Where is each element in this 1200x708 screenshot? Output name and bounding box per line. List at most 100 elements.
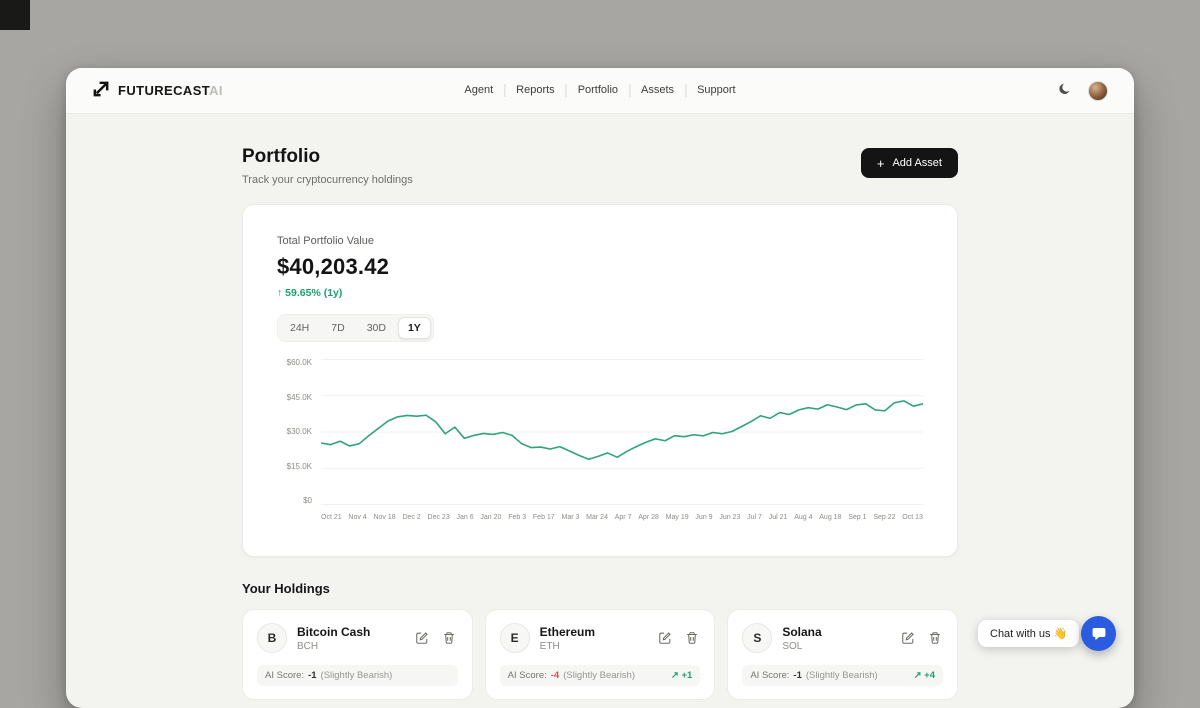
x-tick: Aug 18 bbox=[819, 514, 842, 521]
coin-symbol: ETH bbox=[539, 640, 560, 652]
add-asset-button[interactable]: + Add Asset bbox=[860, 148, 958, 178]
main-nav: Agent Reports Portfolio Assets Support bbox=[453, 84, 746, 97]
x-tick: Aug 4 bbox=[794, 514, 813, 521]
edit-button[interactable] bbox=[414, 630, 431, 647]
y-tick: $45.0K bbox=[286, 392, 312, 402]
chart-y-axis: $60.0K $45.0K $30.0K $15.0K $0 bbox=[277, 359, 321, 505]
chat-with-us-pill[interactable]: Chat with us 👋 bbox=[978, 620, 1080, 647]
ai-score-label: AI Score: bbox=[507, 670, 547, 681]
x-tick: Dec 2 bbox=[402, 514, 421, 521]
portfolio-chart: $60.0K $45.0K $30.0K $15.0K $0 bbox=[277, 359, 923, 505]
coin-icon-eth: E bbox=[499, 623, 530, 653]
edit-button[interactable] bbox=[899, 630, 916, 647]
range-button-30d[interactable]: 30D bbox=[357, 317, 396, 339]
coin-symbol: SOL bbox=[782, 640, 803, 652]
ai-score-row: AI Score: -4 (Slightly Bearish) ↗ +1 bbox=[499, 665, 701, 686]
x-tick: Dec 23 bbox=[427, 514, 450, 521]
delete-button[interactable] bbox=[441, 630, 458, 647]
coin-icon-sol: S bbox=[742, 623, 773, 653]
theme-toggle-button[interactable] bbox=[1056, 82, 1074, 100]
nav-item-reports[interactable]: Reports bbox=[504, 84, 566, 97]
chart-plot-svg bbox=[321, 359, 923, 505]
coin-names: Ethereum ETH bbox=[540, 625, 595, 652]
x-tick: Nov 18 bbox=[373, 514, 396, 521]
trash-icon bbox=[687, 632, 697, 644]
page-title: Portfolio bbox=[242, 146, 321, 167]
edit-icon bbox=[901, 632, 914, 644]
ai-score-value: -4 bbox=[550, 670, 560, 681]
holding-card-eth: E Ethereum ETH AI Scor bbox=[484, 609, 716, 700]
total-value-label: Total Portfolio Value bbox=[277, 235, 375, 247]
y-tick: $0 bbox=[303, 496, 312, 505]
x-tick: Sep 1 bbox=[848, 514, 867, 521]
coin-names: Bitcoin Cash BCH bbox=[297, 625, 370, 652]
range-button-24h[interactable]: 24H bbox=[280, 317, 319, 339]
brand-name: FUTURECASTAI bbox=[118, 83, 223, 98]
nav-item-portfolio[interactable]: Portfolio bbox=[565, 84, 629, 97]
chart-plot-area bbox=[321, 359, 923, 505]
coin-symbol: BCH bbox=[297, 640, 319, 652]
moon-icon bbox=[1058, 82, 1072, 99]
portfolio-line-series bbox=[321, 401, 923, 459]
desktop: { "colors": { "accent_green": "#1ca26c",… bbox=[0, 0, 1134, 708]
x-tick: Apr 7 bbox=[614, 514, 632, 521]
header-controls bbox=[1056, 80, 1108, 101]
holding-card-header: B Bitcoin Cash BCH bbox=[257, 623, 458, 653]
x-tick: Oct 21 bbox=[321, 514, 342, 521]
ai-score-sentiment: (Slightly Bearish) bbox=[805, 670, 878, 681]
app-header: FUTURECASTAI Agent Reports Portfolio Ass… bbox=[66, 68, 1134, 114]
holding-card-bch: B Bitcoin Cash BCH AI bbox=[242, 609, 473, 700]
wallpaper-corner-accent bbox=[0, 0, 30, 30]
page-content: Portfolio Track your cryptocurrency hold… bbox=[66, 114, 1134, 708]
ai-score-row: AI Score: -1 (Slightly Bearish) ↗ +4 bbox=[742, 665, 944, 686]
y-tick: $15.0K bbox=[286, 461, 312, 471]
coin-icon-bch: B bbox=[257, 623, 287, 653]
time-range-selector: 24H 7D 30D 1Y bbox=[277, 314, 434, 342]
coin-name: Solana bbox=[782, 624, 822, 639]
nav-item-support[interactable]: Support bbox=[685, 84, 747, 97]
chat-button[interactable] bbox=[1081, 616, 1116, 651]
ai-score-label: AI Score: bbox=[750, 670, 790, 681]
coin-name: Ethereum bbox=[539, 624, 596, 639]
y-tick: $60.0K bbox=[286, 358, 312, 367]
x-tick: Mar 3 bbox=[561, 514, 580, 521]
x-tick: Jul 7 bbox=[747, 514, 762, 521]
ai-score-sentiment: (Slightly Bearish) bbox=[320, 670, 393, 681]
range-button-7d[interactable]: 7D bbox=[321, 317, 354, 339]
trash-icon bbox=[444, 632, 454, 644]
x-tick: Feb 3 bbox=[508, 514, 527, 521]
ai-score-row: AI Score: -1 (Slightly Bearish) bbox=[257, 665, 458, 686]
nav-item-agent[interactable]: Agent bbox=[464, 84, 494, 96]
edit-icon bbox=[416, 632, 428, 644]
chat-bubble-icon bbox=[1092, 627, 1105, 640]
score-trend: ↗ +4 bbox=[913, 670, 936, 681]
total-value: $40,203.42 bbox=[277, 254, 390, 279]
app-window: FUTURECASTAI Agent Reports Portfolio Ass… bbox=[66, 68, 1134, 708]
card-actions bbox=[656, 630, 700, 647]
brand-logo[interactable]: FUTURECASTAI bbox=[92, 79, 223, 103]
x-tick: Jan 20 bbox=[480, 514, 502, 521]
page-subtitle: Track your cryptocurrency holdings bbox=[242, 174, 413, 186]
x-tick: Jun 23 bbox=[719, 514, 741, 521]
holdings-section-title: Your Holdings bbox=[242, 581, 330, 596]
edit-button[interactable] bbox=[656, 630, 673, 647]
holding-card-sol: S Solana SOL AI Score: bbox=[727, 609, 959, 700]
add-asset-label: Add Asset bbox=[892, 157, 942, 169]
delete-button[interactable] bbox=[683, 630, 700, 647]
x-tick: Sep 22 bbox=[873, 514, 896, 521]
x-tick: Feb 17 bbox=[532, 514, 555, 521]
coin-name: Bitcoin Cash bbox=[297, 624, 371, 639]
portfolio-value-card: Total Portfolio Value $40,203.42 ↑ 59.65… bbox=[242, 204, 958, 557]
delete-button[interactable] bbox=[926, 630, 943, 647]
holding-card-header: S Solana SOL bbox=[742, 623, 943, 653]
score-trend: ↗ +1 bbox=[670, 670, 693, 681]
ai-score-value: -1 bbox=[308, 670, 317, 681]
user-avatar[interactable] bbox=[1088, 80, 1108, 101]
range-button-1y[interactable]: 1Y bbox=[397, 317, 431, 339]
x-tick: Nov 4 bbox=[348, 514, 367, 521]
trash-icon bbox=[929, 632, 940, 644]
x-tick: Oct 13 bbox=[902, 514, 923, 521]
x-tick: Apr 28 bbox=[638, 514, 659, 521]
x-tick: Jun 9 bbox=[695, 514, 713, 521]
nav-item-assets[interactable]: Assets bbox=[629, 84, 685, 97]
